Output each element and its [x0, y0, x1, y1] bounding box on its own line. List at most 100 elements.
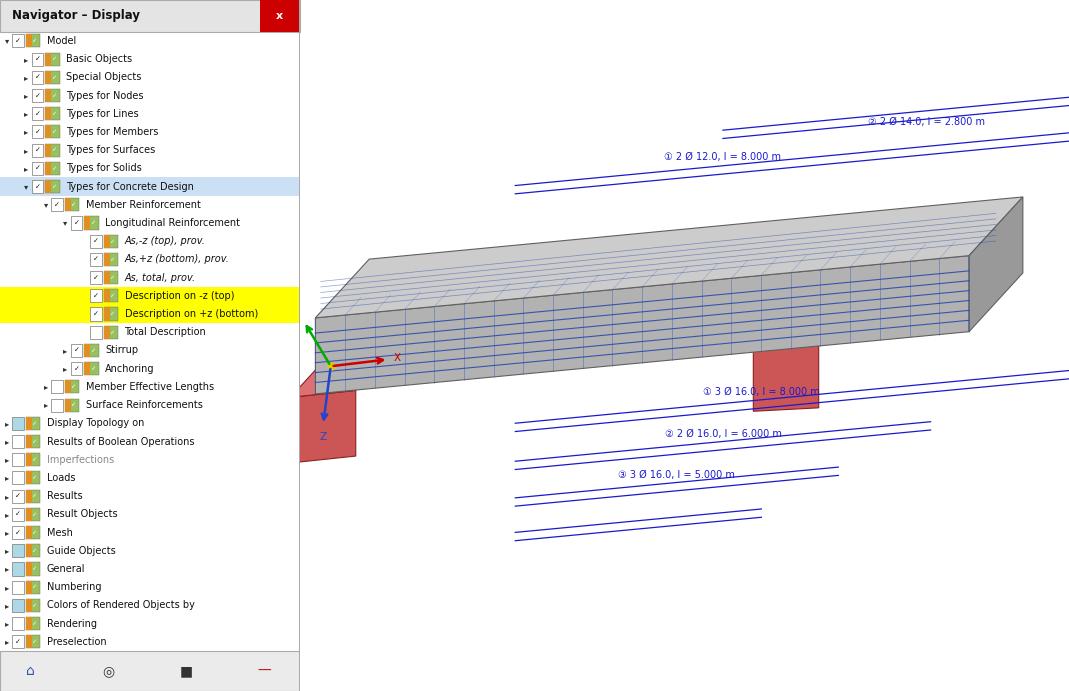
- Bar: [26, 635, 41, 648]
- Text: ✓: ✓: [15, 511, 21, 518]
- Text: ✓: ✓: [31, 439, 36, 444]
- Text: ✓: ✓: [109, 330, 114, 334]
- Text: ▸: ▸: [25, 91, 29, 100]
- Text: Total Description: Total Description: [124, 328, 206, 337]
- Bar: [104, 253, 109, 266]
- Bar: [45, 144, 60, 157]
- Text: ✓: ✓: [93, 256, 99, 263]
- Text: Navigator – Display: Navigator – Display: [12, 10, 140, 22]
- Text: Results of Boolean Operations: Results of Boolean Operations: [46, 437, 193, 446]
- Bar: [32, 89, 43, 102]
- Bar: [51, 380, 63, 393]
- Bar: [13, 508, 24, 521]
- Bar: [84, 216, 90, 229]
- Bar: [84, 362, 98, 375]
- Text: Basic Objects: Basic Objects: [66, 54, 133, 64]
- Bar: [45, 180, 51, 193]
- Text: General: General: [46, 564, 86, 574]
- Text: Types for Members: Types for Members: [66, 127, 158, 137]
- Bar: [45, 125, 60, 138]
- Bar: [13, 453, 24, 466]
- Bar: [26, 471, 41, 484]
- Text: X: X: [393, 353, 401, 363]
- Bar: [84, 362, 90, 375]
- Bar: [26, 508, 41, 521]
- Text: ✓: ✓: [74, 348, 79, 354]
- Bar: [0, 287, 300, 305]
- Text: ▸: ▸: [4, 601, 9, 610]
- Text: ▸: ▸: [63, 346, 67, 355]
- Text: ✓: ✓: [31, 621, 36, 626]
- Bar: [45, 144, 51, 157]
- Text: ▸: ▸: [25, 109, 29, 118]
- Text: ✓: ✓: [50, 129, 56, 135]
- Text: As, total, prov.: As, total, prov.: [124, 273, 196, 283]
- Bar: [90, 271, 102, 284]
- Text: Numbering: Numbering: [46, 583, 100, 592]
- Polygon shape: [315, 256, 969, 394]
- Bar: [45, 162, 51, 175]
- Bar: [13, 471, 24, 484]
- Bar: [65, 399, 71, 412]
- Bar: [51, 399, 63, 412]
- Bar: [32, 107, 43, 120]
- Text: ▸: ▸: [4, 455, 9, 464]
- Text: ▾: ▾: [44, 200, 48, 209]
- Text: ✓: ✓: [93, 293, 99, 299]
- Bar: [32, 53, 43, 66]
- Text: Types for Surfaces: Types for Surfaces: [66, 145, 155, 155]
- Bar: [32, 180, 43, 193]
- Bar: [26, 453, 41, 466]
- Text: ✓: ✓: [31, 475, 36, 480]
- Bar: [104, 290, 109, 303]
- Bar: [26, 562, 32, 576]
- Text: ② 2 Ø 16.0, l = 6.000 m: ② 2 Ø 16.0, l = 6.000 m: [665, 428, 781, 439]
- Text: ▸: ▸: [25, 146, 29, 155]
- Bar: [90, 325, 102, 339]
- Text: ▸: ▸: [63, 364, 67, 373]
- Text: ✓: ✓: [90, 366, 95, 371]
- Text: ✓: ✓: [50, 57, 56, 61]
- Text: ✓: ✓: [34, 75, 41, 80]
- Bar: [13, 35, 24, 48]
- Bar: [45, 70, 51, 84]
- Bar: [26, 599, 41, 612]
- Text: ✓: ✓: [50, 93, 56, 98]
- Bar: [26, 599, 32, 612]
- Text: ✓: ✓: [31, 421, 36, 426]
- Bar: [26, 471, 32, 484]
- Bar: [104, 325, 109, 339]
- Bar: [104, 307, 119, 321]
- Bar: [13, 490, 24, 502]
- Bar: [13, 635, 24, 648]
- Bar: [45, 125, 51, 138]
- Text: ✓: ✓: [31, 512, 36, 517]
- Text: Results: Results: [46, 491, 82, 501]
- Bar: [26, 526, 41, 539]
- Bar: [32, 162, 43, 175]
- Text: Result Objects: Result Objects: [46, 509, 118, 520]
- Bar: [13, 617, 24, 630]
- Polygon shape: [315, 197, 1023, 318]
- Text: ✓: ✓: [34, 129, 41, 135]
- Text: ▸: ▸: [25, 164, 29, 173]
- Bar: [45, 53, 51, 66]
- Bar: [26, 417, 32, 430]
- Text: Guide Objects: Guide Objects: [46, 546, 115, 556]
- Text: ▸: ▸: [25, 127, 29, 136]
- Text: ▸: ▸: [25, 73, 29, 82]
- Text: Rendering: Rendering: [46, 618, 96, 629]
- Bar: [26, 35, 32, 48]
- Bar: [26, 453, 32, 466]
- Text: ✓: ✓: [109, 275, 114, 280]
- Bar: [13, 545, 24, 558]
- Text: Mesh: Mesh: [46, 527, 73, 538]
- Text: Imperfections: Imperfections: [46, 455, 113, 465]
- Text: ✓: ✓: [90, 220, 95, 225]
- Text: ✓: ✓: [109, 312, 114, 316]
- Bar: [26, 417, 41, 430]
- Text: ✓: ✓: [34, 165, 41, 171]
- Text: ✓: ✓: [34, 93, 41, 99]
- Text: Display Topology on: Display Topology on: [46, 418, 144, 428]
- Text: ② 2 Ø 14.0, l = 2.800 m: ② 2 Ø 14.0, l = 2.800 m: [868, 117, 986, 126]
